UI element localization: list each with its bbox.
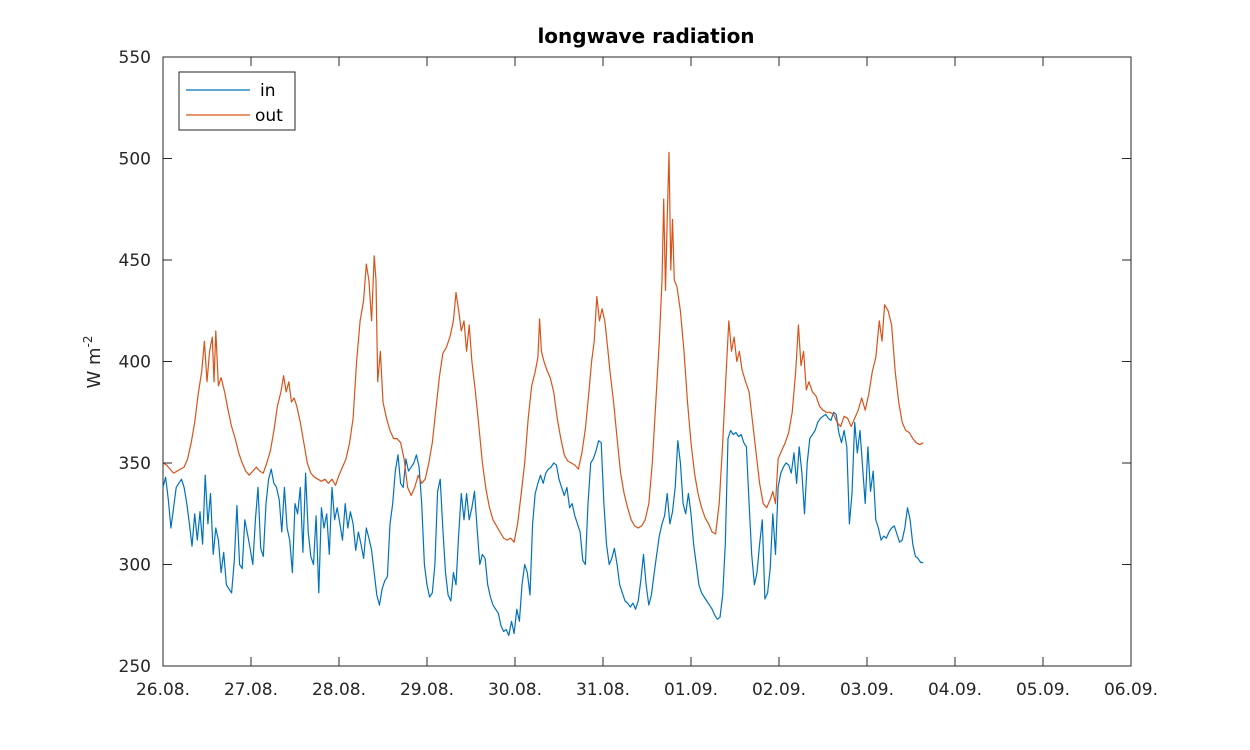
y-tick-label-450: 450 <box>119 251 151 271</box>
y-tick-label-400: 400 <box>119 353 151 373</box>
x-tick-label-0: 26.08. <box>136 680 190 700</box>
x-tick-label-8: 03.09. <box>840 680 894 700</box>
series-layer <box>162 151 924 637</box>
y-tick-label-300: 300 <box>119 556 151 576</box>
y-axis-label-superscript: -2 <box>81 335 95 347</box>
y-axis: 250 300 350 400 450 500 550 <box>119 48 1131 677</box>
x-tick-label-2: 28.08. <box>312 680 366 700</box>
x-tick-label-5: 31.08. <box>576 680 630 700</box>
chart-title: longwave radiation <box>537 24 754 48</box>
series-line-out <box>162 151 924 543</box>
legend: in out <box>178 71 296 131</box>
y-tick-label-350: 350 <box>119 454 151 474</box>
x-tick-label-10: 05.09. <box>1016 680 1070 700</box>
plot-border <box>162 56 1132 667</box>
x-tick-label-4: 30.08. <box>488 680 542 700</box>
x-tick-label-6: 01.09. <box>664 680 718 700</box>
y-tick-label-500: 500 <box>119 150 151 170</box>
y-axis-label-base: W m <box>84 347 105 388</box>
series-line-in <box>162 411 924 637</box>
legend-label-in: in <box>260 81 276 101</box>
y-axis-label: W m-2 <box>81 335 105 388</box>
y-tick-label-250: 250 <box>119 657 151 677</box>
x-tick-label-9: 04.09. <box>928 680 982 700</box>
legend-box <box>178 71 296 131</box>
legend-label-out: out <box>255 106 283 126</box>
x-tick-label-7: 02.09. <box>752 680 806 700</box>
x-tick-label-11: 06.09. <box>1104 680 1158 700</box>
y-tick-label-550: 550 <box>119 48 151 68</box>
x-tick-label-1: 27.08. <box>224 680 278 700</box>
x-axis: 26.08. 27.08. 28.08. 29.08. 30.08. 31.08. 01.0… <box>136 57 1158 700</box>
x-tick-label-3: 29.08. <box>400 680 454 700</box>
plot-area <box>162 56 1132 667</box>
